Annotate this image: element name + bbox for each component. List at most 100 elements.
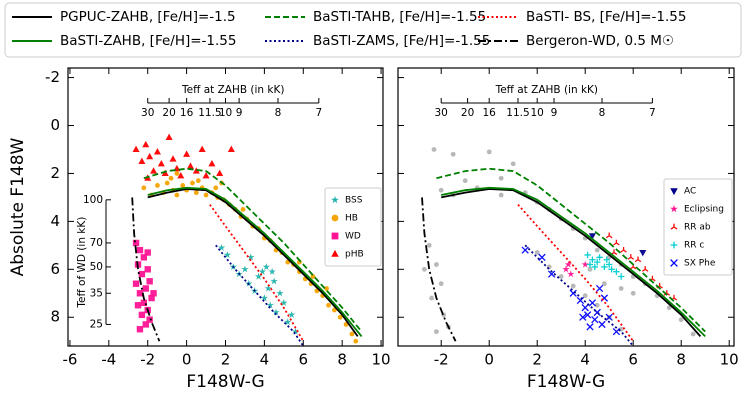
teff-tick-label: 10 — [531, 107, 544, 119]
marker — [240, 206, 246, 212]
marker — [618, 286, 624, 291]
marker — [132, 145, 140, 153]
wd-tick-label: 100 — [83, 194, 103, 206]
marker — [177, 172, 185, 179]
teff-tick-label: 10 — [219, 107, 232, 119]
x-axis-label: F148W-G — [527, 372, 605, 392]
legend-label: PGPUC-ZAHB, [Fe/H]=-1.5 — [60, 9, 236, 25]
marker — [612, 327, 621, 336]
marker — [634, 256, 642, 263]
marker — [618, 273, 625, 280]
marker — [272, 308, 280, 316]
marker — [620, 246, 627, 253]
model-line — [524, 244, 634, 346]
marker — [678, 317, 684, 323]
legend-label: AC — [684, 187, 696, 197]
marker — [598, 320, 606, 329]
marker — [180, 183, 186, 188]
marker — [450, 151, 456, 157]
marker — [670, 259, 678, 267]
marker — [132, 280, 140, 287]
marker — [591, 315, 599, 324]
marker — [155, 183, 160, 188]
marker — [601, 263, 608, 271]
marker — [567, 270, 575, 278]
marker — [142, 321, 149, 328]
teff-tick-label: 11.5 — [506, 107, 529, 119]
legend-label: RR c — [684, 241, 704, 251]
marker — [606, 261, 613, 268]
marker — [331, 307, 337, 313]
x-tick-label: 8 — [337, 351, 347, 369]
y-tick-label: 4 — [50, 212, 60, 230]
marker — [331, 214, 339, 222]
marker — [608, 266, 615, 273]
marker — [157, 160, 165, 167]
model-line — [421, 197, 457, 342]
marker — [217, 243, 226, 251]
legend-label: RR ab — [684, 223, 711, 233]
marker — [562, 265, 570, 273]
marker — [276, 289, 284, 297]
marker — [164, 180, 170, 186]
marker — [142, 140, 150, 148]
marker — [547, 270, 556, 278]
legend-box — [663, 178, 733, 276]
marker — [510, 161, 516, 167]
x-tick-label: 10 — [720, 351, 739, 369]
marker — [227, 145, 235, 153]
legend-label: WD — [345, 232, 361, 242]
marker — [438, 281, 444, 287]
marker — [213, 185, 219, 191]
marker — [150, 290, 157, 297]
marker — [247, 253, 255, 261]
wd-axis-label: Teff of WD (in kK) — [76, 217, 88, 309]
model-line — [517, 204, 634, 342]
marker — [603, 256, 610, 263]
x-tick-label: 4 — [260, 351, 270, 369]
legend-box — [324, 187, 382, 267]
marker — [579, 313, 587, 321]
x-tick-label: 2 — [532, 351, 542, 369]
x-axis-label: F148W-G — [186, 372, 264, 392]
marker — [627, 254, 635, 260]
teff-tick-label: 9 — [236, 107, 243, 119]
marker — [498, 175, 504, 181]
x-tick-label: -2 — [140, 351, 155, 369]
marker — [586, 261, 594, 268]
y-tick-label: 8 — [50, 308, 60, 326]
marker — [254, 272, 263, 280]
marker — [287, 311, 296, 318]
legend-label: BaSTI-ZAMS, [Fe/H]=-1.55 — [313, 33, 490, 49]
legend-box — [4, 2, 742, 58]
marker — [284, 318, 292, 326]
marker — [569, 289, 577, 297]
marker — [583, 311, 592, 319]
frame — [397, 67, 735, 347]
teff-axis-label: Teff at ZAHB (in kK) — [181, 84, 284, 96]
marker — [241, 265, 249, 273]
marker — [588, 233, 596, 240]
marker — [258, 267, 267, 275]
marker — [641, 266, 649, 272]
marker — [202, 172, 210, 179]
marker — [203, 192, 209, 198]
marker — [670, 204, 678, 213]
model-line — [131, 197, 161, 342]
x-tick-label: -4 — [101, 351, 116, 369]
marker — [486, 149, 492, 155]
plot-area — [421, 147, 706, 346]
marker — [570, 283, 576, 289]
marker — [581, 303, 589, 312]
marker — [136, 326, 144, 333]
marker — [670, 223, 678, 230]
marker — [613, 268, 620, 275]
plot-area — [131, 133, 363, 346]
marker — [138, 311, 146, 319]
model-line — [436, 167, 706, 333]
marker — [670, 241, 678, 249]
marker — [291, 327, 300, 335]
marker — [262, 263, 270, 271]
